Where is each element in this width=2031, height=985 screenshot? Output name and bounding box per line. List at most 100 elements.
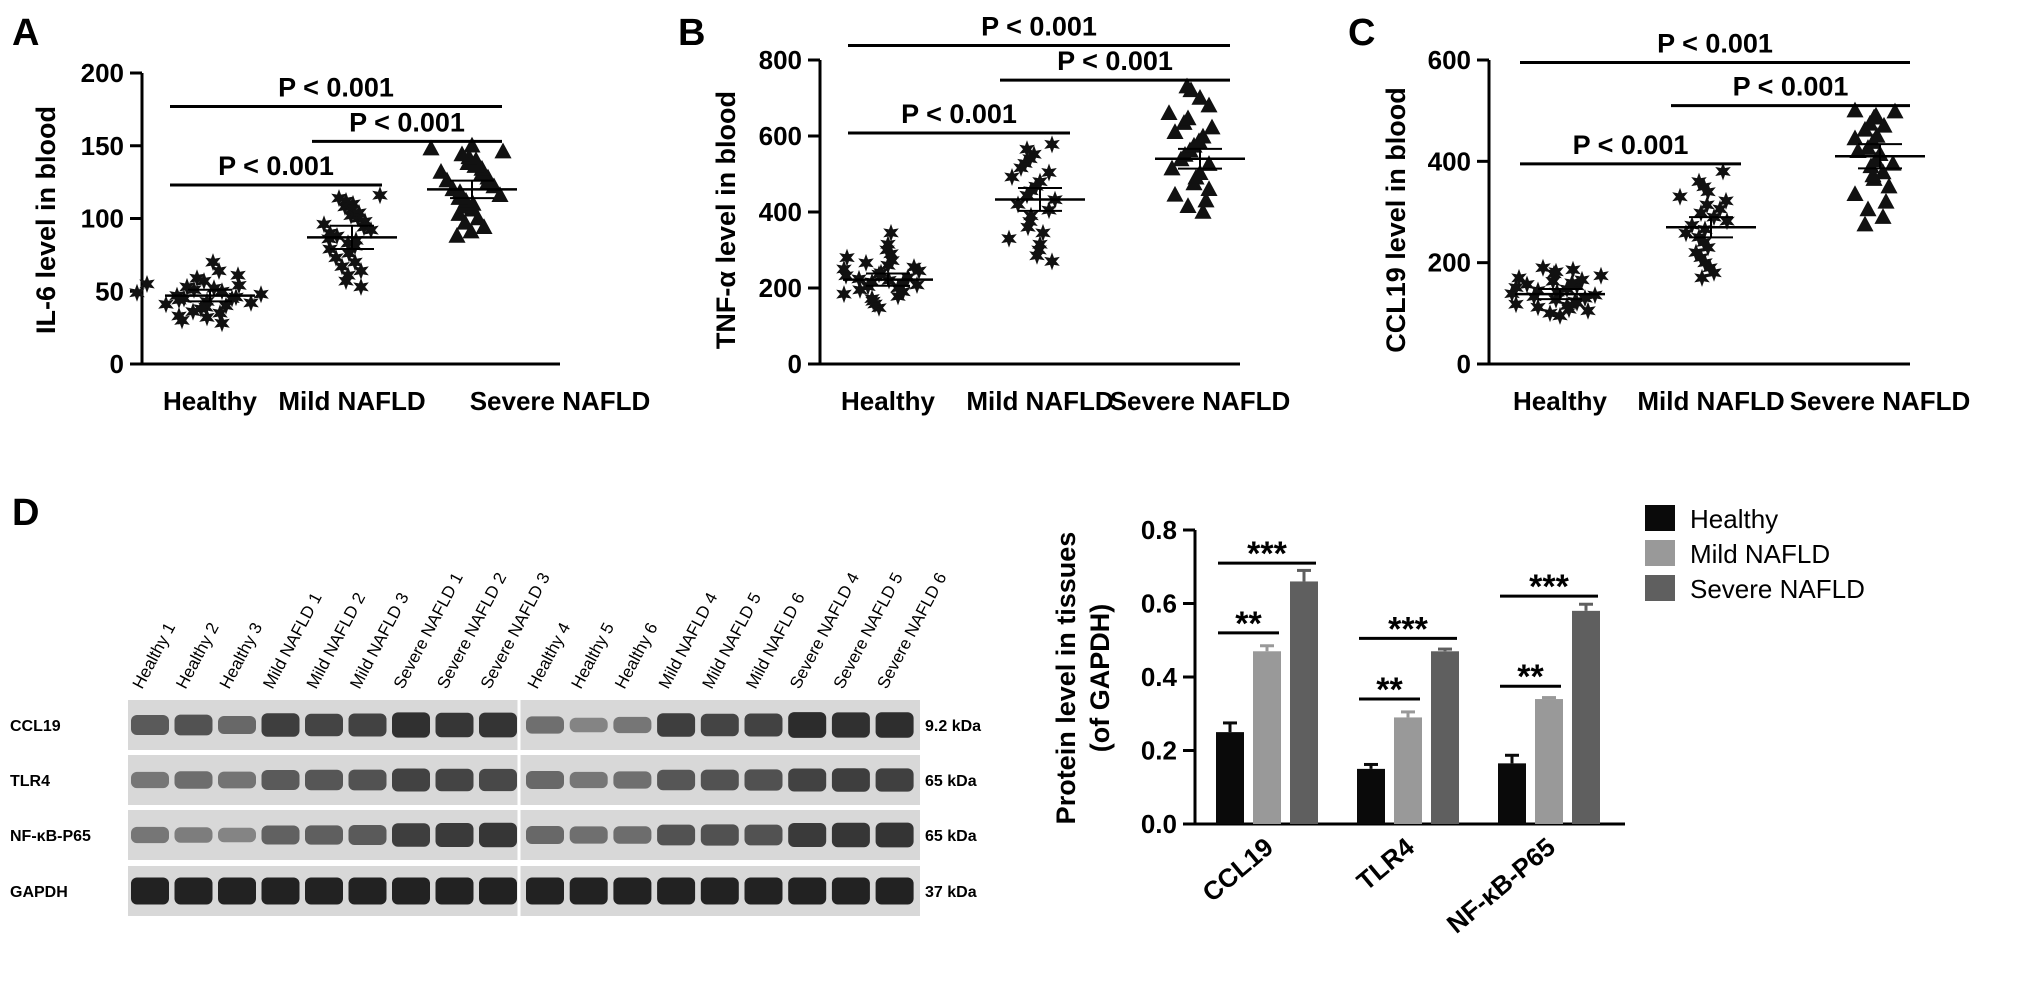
significance-stars: ***: [1388, 610, 1428, 648]
kda-label: 9.2 kDa: [925, 718, 981, 735]
blot-band: [657, 877, 696, 905]
blot-band: [479, 822, 517, 848]
y-tick-label: 0.4: [1141, 662, 1178, 692]
data-point: [1191, 89, 1209, 105]
lane-label: Healthy 2: [172, 620, 222, 692]
data-point: [1880, 177, 1898, 194]
lane-label: Healthy 4: [524, 620, 574, 692]
panel-a-scatter-chart: 0 50 100 150 200 IL-6 level in blood Healthy Mi…: [31, 58, 650, 416]
blot-strip: [128, 700, 920, 750]
y-tick-label: 0.6: [1141, 589, 1177, 619]
blot-band: [174, 827, 213, 843]
blot-band: [744, 877, 783, 905]
data-point: [341, 244, 357, 263]
data-point: [1542, 304, 1558, 323]
blot-band: [526, 770, 564, 790]
data-point: [1044, 135, 1060, 154]
blot-band: [392, 877, 430, 905]
data-point: [1886, 102, 1904, 119]
data-point: [1028, 177, 1044, 196]
blot-band: [831, 877, 870, 905]
axes: [130, 71, 560, 366]
kda-label: 65 kDa: [925, 773, 977, 790]
blot-band: [479, 712, 517, 738]
blot-band: [788, 822, 827, 848]
data-point: [1699, 195, 1715, 214]
data-point: [316, 215, 332, 234]
p-value-label: P < 0.001: [1733, 72, 1849, 102]
data-point: [338, 192, 354, 210]
data-point: [1593, 266, 1609, 285]
legend-label: Healthy: [1690, 504, 1778, 534]
data-point: [1859, 200, 1877, 217]
data-point: [1715, 162, 1731, 181]
panel-d-western-blot: CCL19 9.2 kDa TLR4 65 kDa NF-κB-P65 65 kDa GAP…: [10, 569, 981, 916]
data-point: [139, 275, 155, 293]
data-point: [340, 266, 356, 285]
blot-strip: [128, 866, 920, 916]
data-point: [1163, 159, 1181, 176]
lane-label: Healthy 6: [611, 620, 661, 692]
blot-band: [744, 824, 783, 846]
p-value-label: P < 0.001: [981, 12, 1097, 42]
panel-letter: D: [12, 492, 39, 534]
data-point: [1010, 195, 1026, 214]
x-category-label: Severe NAFLD: [1110, 386, 1291, 416]
data-point: [475, 218, 493, 234]
blot-band: [613, 771, 652, 789]
bar: [1394, 717, 1422, 824]
data-point: [347, 253, 363, 272]
blot-band: [569, 826, 608, 844]
blot-band: [700, 713, 739, 737]
data-point: [1023, 206, 1039, 225]
p-value-label: P < 0.001: [1057, 46, 1173, 76]
data-point: [1697, 253, 1713, 272]
blot-band: [526, 825, 564, 845]
blot-band: [435, 712, 474, 738]
blot-band: [744, 713, 783, 737]
y-axis-label: Protein level in tissues: [1051, 532, 1081, 825]
data-point: [1567, 292, 1583, 311]
panel-letter: A: [12, 12, 39, 54]
blot-band: [435, 768, 474, 792]
data-point: [243, 293, 259, 312]
protein-label: NF-κB-P65: [10, 828, 91, 845]
data-point: [463, 136, 481, 153]
data-point: [214, 282, 230, 301]
lane-label: Healthy 1: [129, 620, 179, 692]
y-tick-label: 200: [759, 273, 802, 303]
y-tick-label: 0: [1457, 349, 1471, 379]
y-tick-label: 0: [110, 349, 124, 379]
data-point: [1548, 262, 1564, 281]
legend-label: Severe NAFLD: [1690, 574, 1865, 604]
blot-band: [700, 769, 739, 791]
data-point: [1696, 233, 1712, 252]
protein-label: GAPDH: [10, 884, 68, 901]
x-category-label: Mild NAFLD: [966, 386, 1113, 416]
data-point: [839, 248, 855, 267]
data-point: [1530, 281, 1546, 300]
blot-band: [744, 769, 783, 791]
data-point: [1035, 223, 1051, 242]
data-point: [351, 203, 367, 222]
y-tick-label: 100: [81, 204, 124, 234]
bar: [1572, 610, 1600, 824]
panel-b-scatter-chart: 0 200 400 600 800 TNF-α level in blood Healthy…: [711, 12, 1290, 416]
blot-band: [305, 713, 343, 737]
blot-band: [261, 825, 300, 845]
data-point: [1511, 268, 1527, 287]
data-point: [1549, 283, 1565, 302]
data-point: [1160, 104, 1178, 120]
data-point: [345, 194, 361, 213]
data-point: [1178, 77, 1196, 94]
data-point: [353, 277, 369, 296]
data-point: [836, 260, 852, 278]
data-point: [338, 272, 354, 291]
data-point: [1041, 163, 1057, 182]
blot-band: [875, 712, 914, 738]
blot-band: [526, 877, 564, 905]
data-point: [1535, 258, 1551, 277]
blot-band: [348, 769, 387, 791]
data-point: [212, 304, 228, 323]
